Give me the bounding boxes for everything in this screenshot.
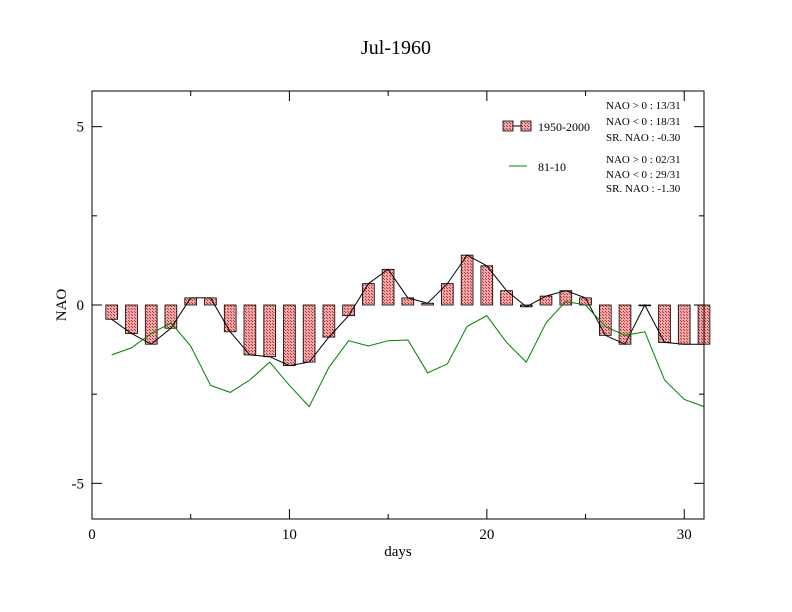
stats-block-2: NAO > 0 : 02/31 NAO < 0 : 29/31 SR. NAO … <box>606 154 681 195</box>
x-tick-label-30: 30 <box>677 527 692 543</box>
y-axis-ticks: -5 0 5 <box>72 120 704 492</box>
bar-series-line <box>111 254 704 367</box>
bar-day-7 <box>223 304 237 333</box>
legend: 1950-2000 81-10 <box>502 120 590 174</box>
stats-1-line-2: NAO < 0 : 18/31 <box>606 116 681 128</box>
legend-bar-swatch <box>502 120 514 132</box>
bar-day-3 <box>144 304 158 345</box>
legend-bar-swatch-2 <box>520 120 532 132</box>
bar-day-30 <box>677 304 691 345</box>
stats-2-line-2: NAO < 0 : 29/31 <box>606 169 681 181</box>
y-tick-label-0: 0 <box>77 298 85 314</box>
stats-1-line-3: SR. NAO : -0.30 <box>606 132 681 144</box>
bar-day-23 <box>539 295 553 306</box>
bar-day-13 <box>342 304 355 317</box>
bar-day-1 <box>105 304 119 320</box>
bar-day-19 <box>460 254 474 306</box>
x-axis-label: days <box>384 544 412 560</box>
bar-day-2 <box>125 304 138 334</box>
bar-day-14 <box>362 283 375 306</box>
y-tick-label--5: -5 <box>72 476 85 492</box>
plot-area <box>105 254 711 408</box>
bar-day-29 <box>658 304 671 343</box>
y-axis-label: NAO <box>54 289 70 322</box>
bar-day-18 <box>440 283 454 306</box>
stats-2-line-3: SR. NAO : -1.30 <box>606 183 681 195</box>
x-tick-label-0: 0 <box>88 527 96 543</box>
bar-day-21 <box>500 290 513 306</box>
x-tick-label-20: 20 <box>479 527 494 543</box>
bar-day-9 <box>263 304 276 358</box>
y-tick-label-5: 5 <box>77 120 85 136</box>
legend-label-bars: 1950-2000 <box>538 120 590 134</box>
x-tick-label-10: 10 <box>282 527 297 543</box>
stats-2-line-1: NAO > 0 : 02/31 <box>606 154 681 166</box>
bar-day-26 <box>599 304 612 336</box>
bar-day-8 <box>243 304 257 356</box>
bar-day-24 <box>559 290 573 306</box>
legend-label-line: 81-10 <box>538 160 566 174</box>
stats-1-line-1: NAO > 0 : 13/31 <box>606 100 681 112</box>
series-81-10-line <box>111 300 705 408</box>
bar-day-11 <box>302 304 316 363</box>
chart-title: Jul-1960 <box>361 37 431 59</box>
bar-day-10 <box>283 304 296 366</box>
stats-block-1: NAO > 0 : 13/31 NAO < 0 : 18/31 SR. NAO … <box>606 100 681 144</box>
x-axis-ticks: 0 10 20 30 <box>88 91 692 543</box>
bar-day-27 <box>618 304 632 345</box>
